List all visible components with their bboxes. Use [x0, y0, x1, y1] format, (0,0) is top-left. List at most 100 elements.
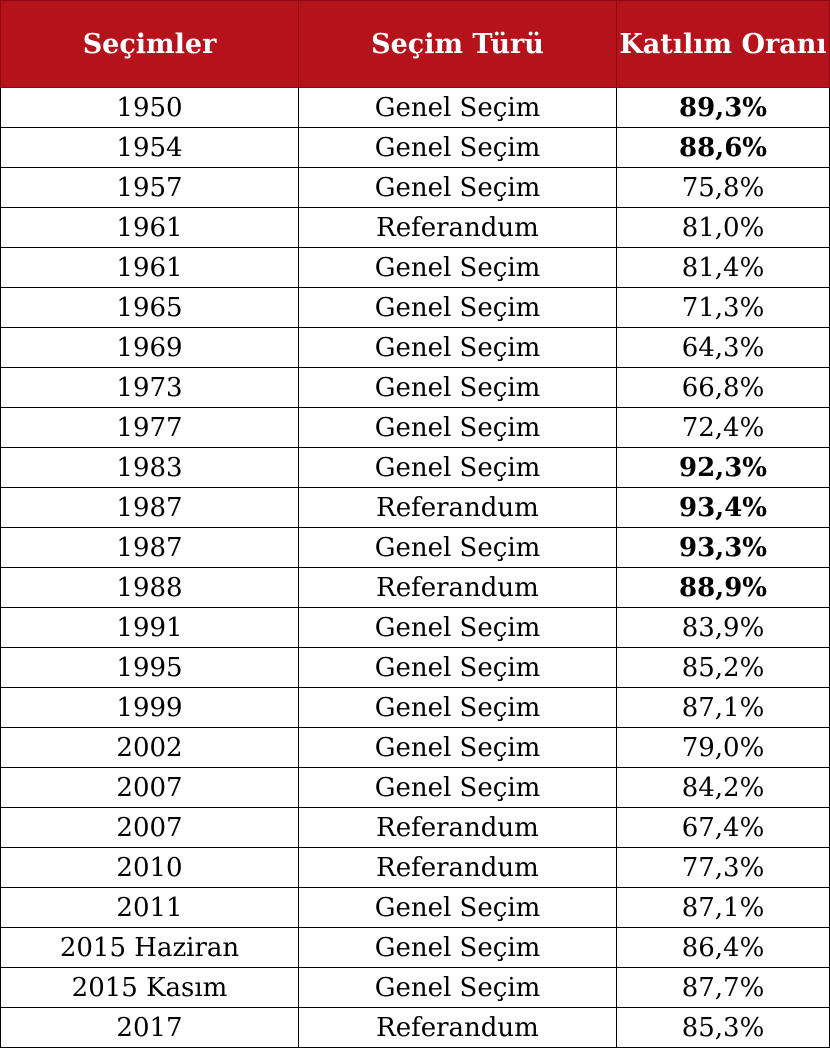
- turnout-rate-cell: 66,8%: [616, 367, 830, 408]
- election-year-cell: 2007: [0, 767, 299, 808]
- election-type-cell: Genel Seçim: [298, 127, 617, 168]
- turnout-rate-cell: 64,3%: [616, 327, 830, 368]
- table-row: 2002 Genel Seçim 79,0%: [0, 727, 830, 768]
- turnout-rate-cell: 84,2%: [616, 767, 830, 808]
- election-type-cell: Referandum: [298, 847, 617, 888]
- election-year-cell: 2011: [0, 887, 299, 928]
- table-row: 1999 Genel Seçim 87,1%: [0, 687, 830, 728]
- table-row: 1987 Genel Seçim 93,3%: [0, 527, 830, 568]
- election-type-cell: Genel Seçim: [298, 87, 617, 128]
- table-row: 1954 Genel Seçim 88,6%: [0, 127, 830, 168]
- turnout-rate-cell: 79,0%: [616, 727, 830, 768]
- election-year-cell: 1977: [0, 407, 299, 448]
- turnout-rate-cell: 85,3%: [616, 1007, 830, 1048]
- election-type-cell: Referandum: [298, 807, 617, 848]
- table-row: 1961 Referandum 81,0%: [0, 207, 830, 248]
- table-row: 1961 Genel Seçim 81,4%: [0, 247, 830, 288]
- turnout-rate-cell: 93,4%: [616, 487, 830, 528]
- turnout-rate-cell: 86,4%: [616, 927, 830, 968]
- turnout-rate-cell: 81,0%: [616, 207, 830, 248]
- election-type-cell: Referandum: [298, 207, 617, 248]
- election-year-cell: 2007: [0, 807, 299, 848]
- election-type-cell: Genel Seçim: [298, 287, 617, 328]
- election-type-cell: Genel Seçim: [298, 647, 617, 688]
- turnout-rate-cell: 88,9%: [616, 567, 830, 608]
- election-type-cell: Referandum: [298, 1007, 617, 1048]
- election-year-cell: 1991: [0, 607, 299, 648]
- election-year-cell: 1999: [0, 687, 299, 728]
- election-type-cell: Genel Seçim: [298, 447, 617, 488]
- header-turnout-rate: Katılım Oranı: [616, 0, 830, 88]
- turnout-rate-cell: 88,6%: [616, 127, 830, 168]
- table-row: 1988 Referandum 88,9%: [0, 567, 830, 608]
- table-row: 1987 Referandum 93,4%: [0, 487, 830, 528]
- election-type-cell: Genel Seçim: [298, 767, 617, 808]
- turnout-rate-cell: 93,3%: [616, 527, 830, 568]
- election-type-cell: Genel Seçim: [298, 407, 617, 448]
- table-row: 2011 Genel Seçim 87,1%: [0, 887, 830, 928]
- table-row: 2007 Genel Seçim 84,2%: [0, 767, 830, 808]
- table-header: Seçimler Seçim Türü Katılım Oranı: [0, 0, 830, 88]
- election-year-cell: 1987: [0, 487, 299, 528]
- election-year-cell: 2017: [0, 1007, 299, 1048]
- table-row: 2017 Referandum 85,3%: [0, 1007, 830, 1048]
- election-year-cell: 1973: [0, 367, 299, 408]
- election-year-cell: 1995: [0, 647, 299, 688]
- election-type-cell: Genel Seçim: [298, 247, 617, 288]
- election-year-cell: 1987: [0, 527, 299, 568]
- table-row: 2010 Referandum 77,3%: [0, 847, 830, 888]
- election-type-cell: Genel Seçim: [298, 967, 617, 1008]
- turnout-rate-cell: 72,4%: [616, 407, 830, 448]
- turnout-rate-cell: 75,8%: [616, 167, 830, 208]
- turnout-rate-cell: 85,2%: [616, 647, 830, 688]
- turnout-rate-cell: 89,3%: [616, 87, 830, 128]
- election-type-cell: Genel Seçim: [298, 327, 617, 368]
- turnout-rate-cell: 87,1%: [616, 887, 830, 928]
- turnout-rate-cell: 83,9%: [616, 607, 830, 648]
- election-type-cell: Genel Seçim: [298, 887, 617, 928]
- turnout-rate-cell: 87,1%: [616, 687, 830, 728]
- table-row: 2007 Referandum 67,4%: [0, 807, 830, 848]
- turnout-rate-cell: 87,7%: [616, 967, 830, 1008]
- table-row: 1969 Genel Seçim 64,3%: [0, 327, 830, 368]
- election-type-cell: Referandum: [298, 567, 617, 608]
- election-type-cell: Genel Seçim: [298, 927, 617, 968]
- header-row: Seçimler Seçim Türü Katılım Oranı: [0, 0, 830, 88]
- election-year-cell: 2010: [0, 847, 299, 888]
- table-row: 1950 Genel Seçim 89,3%: [0, 87, 830, 128]
- turnout-rate-cell: 71,3%: [616, 287, 830, 328]
- election-year-cell: 1965: [0, 287, 299, 328]
- header-election-type: Seçim Türü: [298, 0, 617, 88]
- table-row: 1973 Genel Seçim 66,8%: [0, 367, 830, 408]
- election-type-cell: Genel Seçim: [298, 167, 617, 208]
- table-row: 1991 Genel Seçim 83,9%: [0, 607, 830, 648]
- election-year-cell: 1961: [0, 207, 299, 248]
- table-row: 1995 Genel Seçim 85,2%: [0, 647, 830, 688]
- election-type-cell: Genel Seçim: [298, 367, 617, 408]
- table-row: 1957 Genel Seçim 75,8%: [0, 167, 830, 208]
- election-year-cell: 2015 Haziran: [0, 927, 299, 968]
- header-elections: Seçimler: [0, 0, 299, 88]
- turnout-rate-cell: 67,4%: [616, 807, 830, 848]
- table-row: 1983 Genel Seçim 92,3%: [0, 447, 830, 488]
- election-year-cell: 1961: [0, 247, 299, 288]
- table-row: 1965 Genel Seçim 71,3%: [0, 287, 830, 328]
- table-row: 2015 Haziran Genel Seçim 86,4%: [0, 927, 830, 968]
- election-type-cell: Genel Seçim: [298, 607, 617, 648]
- election-year-cell: 1950: [0, 87, 299, 128]
- election-year-cell: 1983: [0, 447, 299, 488]
- turnout-rate-cell: 92,3%: [616, 447, 830, 488]
- election-year-cell: 2002: [0, 727, 299, 768]
- election-year-cell: 1969: [0, 327, 299, 368]
- table-row: 1977 Genel Seçim 72,4%: [0, 407, 830, 448]
- turnout-rate-cell: 81,4%: [616, 247, 830, 288]
- table-row: 2015 Kasım Genel Seçim 87,7%: [0, 967, 830, 1008]
- election-type-cell: Genel Seçim: [298, 687, 617, 728]
- election-type-cell: Genel Seçim: [298, 527, 617, 568]
- table-body: 1950 Genel Seçim 89,3% 1954 Genel Seçim 88,6%…: [0, 87, 830, 1048]
- election-type-cell: Referandum: [298, 487, 617, 528]
- election-year-cell: 1957: [0, 167, 299, 208]
- turnout-rate-cell: 77,3%: [616, 847, 830, 888]
- election-year-cell: 1954: [0, 127, 299, 168]
